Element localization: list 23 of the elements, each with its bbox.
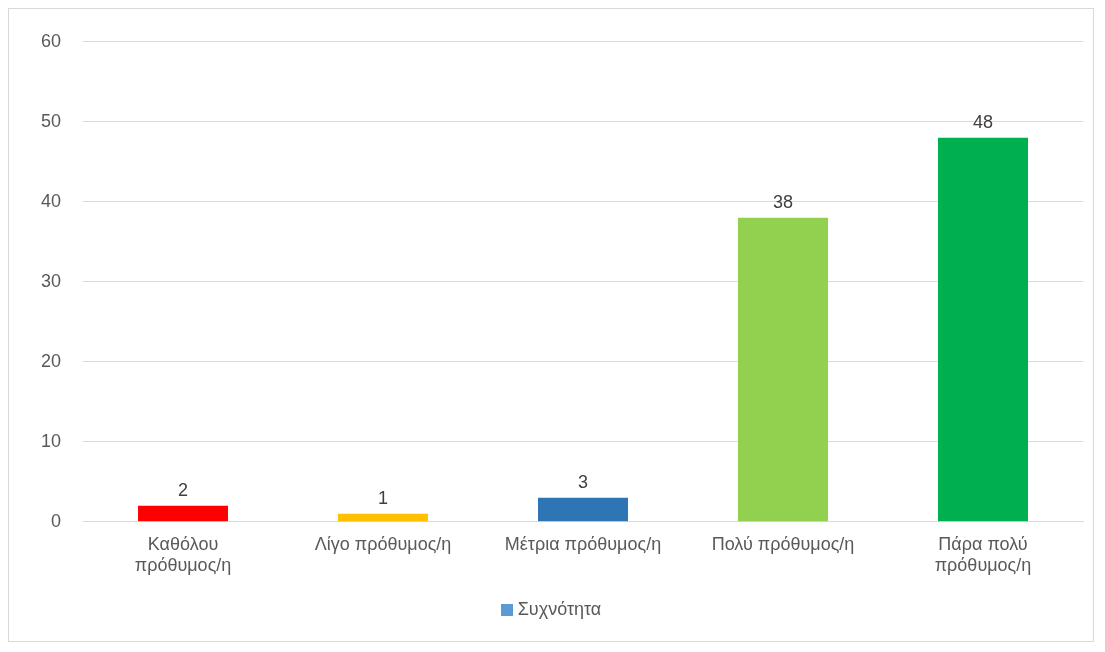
bar (338, 513, 429, 522)
y-tick-label: 0 (51, 510, 62, 531)
y-tick-label: 60 (40, 30, 62, 51)
data-label: 1 (378, 487, 389, 508)
x-tick-label: Λίγο πρόθυμος/η (314, 533, 452, 554)
y-tick-label: 50 (40, 110, 62, 131)
y-tick-label: 40 (40, 190, 62, 211)
x-tick-label: Πολύ πρόθυμος/η (711, 533, 855, 554)
data-label: 38 (772, 191, 794, 212)
data-label: 2 (178, 479, 189, 500)
bar (138, 505, 229, 522)
data-label: 48 (972, 111, 994, 132)
bar (538, 497, 629, 522)
data-label: 3 (578, 471, 589, 492)
y-tick-label: 30 (40, 270, 62, 291)
y-tick-label: 10 (40, 430, 62, 451)
y-tick-label: 20 (40, 350, 62, 371)
text: Συχνότητα (517, 599, 602, 620)
x-tick-label: Καθόλου πρόθυμος/η (134, 533, 232, 576)
bar (938, 137, 1028, 522)
x-tick-label: Πάρα πολύ πρόθυμος/η (934, 533, 1032, 576)
x-tick-label: Μέτρια πρόθυμος/η (504, 533, 662, 554)
bar (738, 217, 829, 522)
